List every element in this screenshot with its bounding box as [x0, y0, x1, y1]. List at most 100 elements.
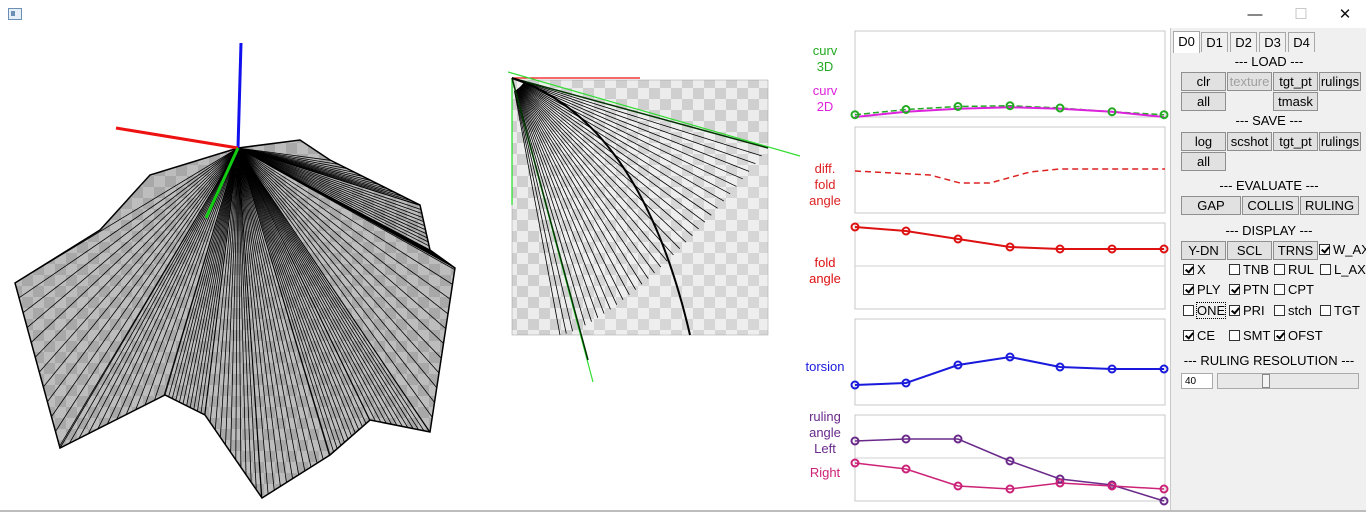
data-point: [901, 434, 911, 444]
3d-view[interactable]: [14, 42, 456, 500]
save-scshot-button[interactable]: scshot: [1227, 132, 1272, 151]
data-point: [1159, 364, 1169, 374]
evaluate-gap-button[interactable]: GAP: [1181, 196, 1241, 215]
data-point: [901, 105, 911, 114]
ruling-resolution-slider[interactable]: [1217, 373, 1359, 389]
load-clr-button[interactable]: clr: [1181, 72, 1226, 91]
plot-fold-angle[interactable]: [850, 222, 1169, 310]
curv3d-points: [850, 101, 1169, 120]
stch-checkbox[interactable]: stch: [1274, 302, 1312, 320]
load-rulings-button[interactable]: rulings: [1319, 72, 1361, 91]
data-point: [953, 434, 963, 444]
right-points: [850, 458, 1169, 494]
evaluate-ruling-button[interactable]: RULING: [1300, 196, 1359, 215]
ruling-resolution-header: --- RULING RESOLUTION ---: [1183, 353, 1355, 368]
l-ax-checkbox[interactable]: L_AX: [1320, 261, 1366, 279]
data-point: [1107, 481, 1117, 491]
app-icon: [8, 8, 22, 20]
plot-curvature[interactable]: [850, 30, 1169, 120]
y-axis: [204, 147, 240, 219]
load-tgt-pt-button[interactable]: tgt_pt: [1273, 72, 1318, 91]
fold-points: [850, 222, 1169, 254]
save-all-button[interactable]: all: [1181, 152, 1226, 171]
data-point: [1107, 244, 1117, 254]
plot-diff-fold-angle[interactable]: [854, 126, 1166, 214]
data-point: [850, 380, 860, 390]
tab-d4[interactable]: D4: [1288, 32, 1315, 52]
display-trns-button[interactable]: TRNS: [1273, 241, 1318, 260]
tab-d2[interactable]: D2: [1230, 32, 1257, 52]
save-rulings-button[interactable]: rulings: [1319, 132, 1361, 151]
data-point: [850, 458, 860, 468]
one-checkbox[interactable]: ONE: [1183, 302, 1227, 320]
close-button[interactable]: ✕: [1338, 6, 1352, 23]
x-axis: [115, 126, 239, 150]
data-point: [850, 110, 860, 120]
data-point: [850, 436, 860, 446]
load-texture-button[interactable]: texture: [1227, 72, 1272, 91]
curv3d-label: curv 3D: [812, 43, 838, 74]
data-point: [953, 360, 963, 370]
minimize-button[interactable]: —: [1247, 6, 1263, 23]
tab-d0[interactable]: D0: [1173, 31, 1200, 53]
data-point: [1005, 456, 1015, 466]
tgt-checkbox[interactable]: TGT: [1320, 302, 1360, 320]
title-bar: — ☐ ✕: [0, 0, 1366, 30]
fold-line-a: [507, 71, 801, 157]
display-scl-button[interactable]: SCL: [1227, 241, 1272, 260]
ply-checkbox[interactable]: PLY: [1183, 281, 1221, 299]
data-point: [953, 102, 963, 111]
fold-angle-label: fold angle: [809, 255, 841, 286]
data-point: [1005, 484, 1015, 494]
ce-checkbox[interactable]: CE: [1183, 327, 1215, 345]
diff-fold-angle-label: diff. fold angle: [809, 161, 841, 208]
x-checkbox[interactable]: X: [1183, 261, 1206, 279]
maximize-button[interactable]: ☐: [1294, 6, 1308, 23]
slider-thumb[interactable]: [1262, 374, 1270, 388]
tab-d1[interactable]: D1: [1201, 32, 1228, 52]
w-ax-checkbox[interactable]: W_AX: [1319, 241, 1366, 259]
crease-curve: [511, 77, 691, 336]
plot-ruling-angle[interactable]: [850, 414, 1169, 506]
save-tgt-pt-button[interactable]: tgt_pt: [1273, 132, 1318, 151]
save-log-button[interactable]: log: [1181, 132, 1226, 151]
data-point: [1159, 110, 1169, 120]
load-all-button[interactable]: all: [1181, 92, 1226, 111]
main-canvas[interactable]: [0, 0, 1170, 512]
2d-view[interactable]: [507, 71, 801, 383]
ruling-resolution-input[interactable]: 40: [1181, 373, 1213, 389]
fold-series: [854, 226, 1164, 250]
load-header: --- LOAD ---: [1234, 54, 1304, 69]
data-point: [1159, 484, 1169, 494]
display-ydn-button[interactable]: Y-DN: [1181, 241, 1226, 260]
save-header: --- SAVE ---: [1235, 113, 1303, 128]
pri-checkbox[interactable]: PRI: [1229, 302, 1265, 320]
data-point: [1005, 242, 1015, 252]
data-point: [901, 464, 911, 474]
data-point: [1159, 496, 1169, 506]
tab-d3[interactable]: D3: [1259, 32, 1286, 52]
load-tmask-button[interactable]: tmask: [1273, 92, 1318, 111]
data-point: [953, 234, 963, 244]
ofst-checkbox[interactable]: OFST: [1274, 327, 1323, 345]
z-axis: [236, 42, 243, 149]
evaluate-collis-button[interactable]: COLLIS: [1242, 196, 1299, 215]
curv2d-series: [854, 106, 1165, 118]
right-series: [854, 462, 1165, 490]
smt-checkbox[interactable]: SMT: [1229, 327, 1270, 345]
data-point: [850, 222, 860, 232]
ruling-angle-left-label: ruling angle Left: [809, 409, 841, 456]
data-point: [1005, 101, 1015, 111]
rul-checkbox[interactable]: RUL: [1274, 261, 1314, 279]
control-panel: D0 D1 D2 D3 D4 --- LOAD --- clr texture …: [1170, 28, 1366, 510]
plot-torsion[interactable]: [850, 318, 1169, 406]
data-point: [1005, 352, 1015, 362]
tnb-checkbox[interactable]: TNB: [1229, 261, 1269, 279]
data-point: [1107, 107, 1117, 117]
evaluate-header: --- EVALUATE ---: [1219, 178, 1319, 193]
cpt-checkbox[interactable]: CPT: [1274, 281, 1314, 299]
data-point: [1055, 474, 1065, 484]
data-point: [901, 378, 911, 388]
ptn-checkbox[interactable]: PTN: [1229, 281, 1269, 299]
data-point: [1159, 244, 1169, 254]
